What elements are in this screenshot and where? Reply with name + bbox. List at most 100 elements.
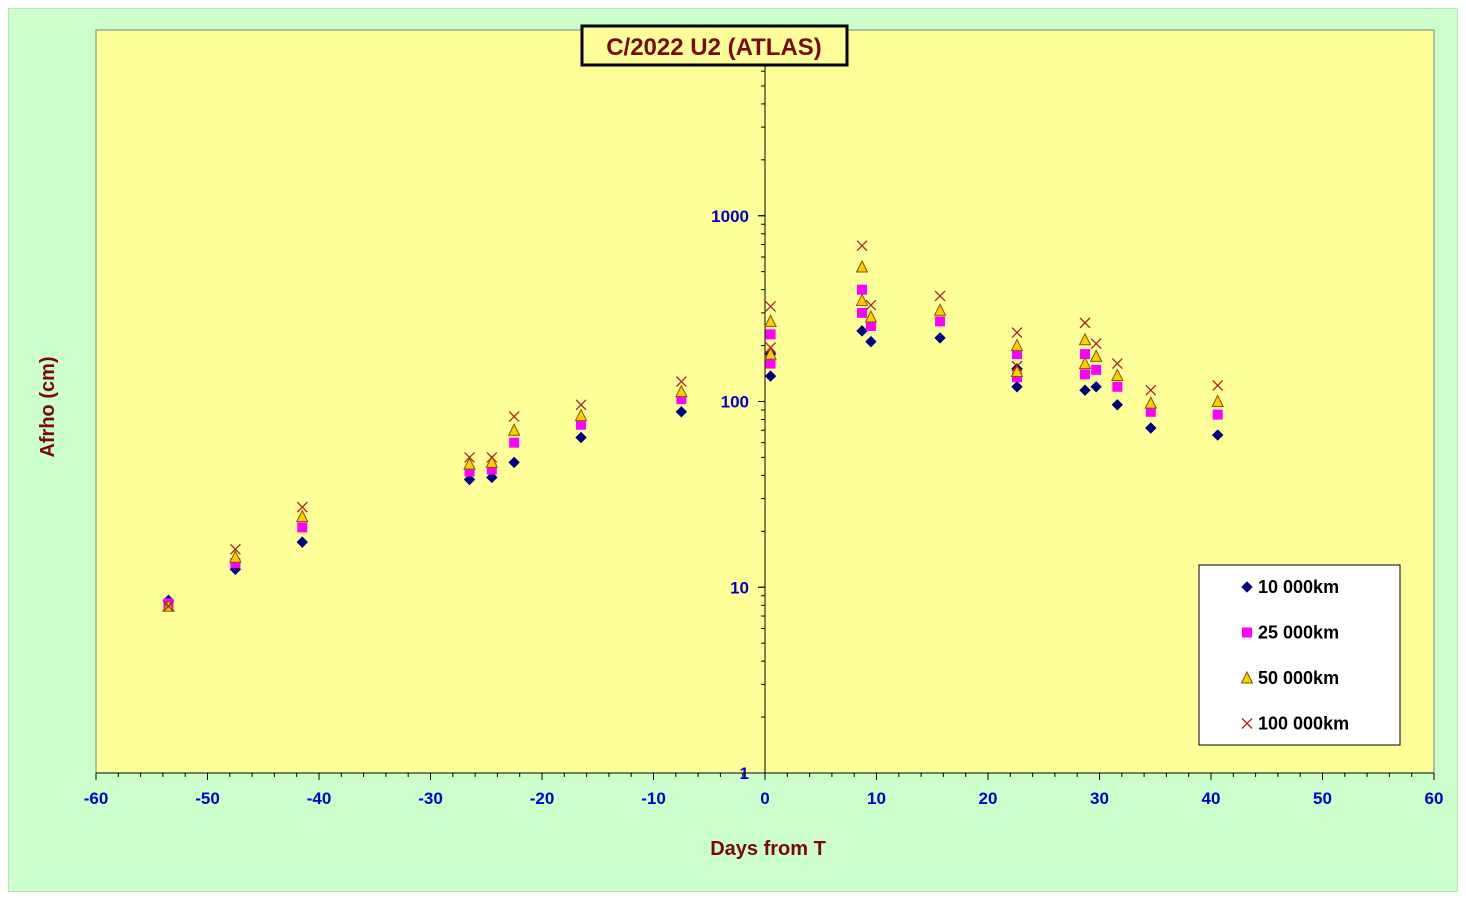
data-point (1089, 349, 1103, 362)
legend-marker (1242, 627, 1252, 638)
data-point (1011, 381, 1023, 393)
y-tick-label: 100 (721, 393, 749, 412)
data-point (575, 431, 587, 444)
data-point (764, 370, 777, 382)
data-point (1090, 338, 1102, 350)
data-point (1091, 364, 1102, 375)
data-point (865, 335, 877, 348)
data-point (1078, 332, 1092, 346)
data-point (1011, 372, 1022, 383)
x-tick-label: 0 (760, 789, 769, 808)
data-point (1078, 356, 1092, 370)
data-point (1112, 381, 1123, 392)
data-point (933, 303, 947, 316)
data-point (764, 346, 777, 360)
data-point (1145, 384, 1157, 396)
data-point (675, 406, 688, 418)
data-point (1111, 399, 1124, 411)
series-2 (163, 284, 1223, 609)
data-point (675, 376, 687, 388)
data-point (1212, 409, 1223, 420)
x-tick-label: 20 (979, 789, 998, 808)
data-point (1080, 349, 1091, 360)
data-point (1010, 364, 1024, 378)
data-point (1011, 349, 1022, 360)
legend-item: 25 000km (1242, 623, 1339, 643)
data-point (1211, 429, 1224, 441)
data-point (296, 501, 308, 513)
data-point (1011, 327, 1023, 339)
legend-item: 50 000km (1240, 668, 1339, 688)
data-point (1211, 394, 1224, 407)
data-point (464, 451, 475, 463)
data-point (486, 451, 498, 463)
data-point (485, 455, 499, 468)
x-axis-title: Days from T (710, 838, 826, 860)
legend-label: 50 000km (1258, 668, 1339, 688)
data-point (508, 411, 520, 422)
chart-title-box: C/2022 U2 (ATLAS) (580, 24, 849, 67)
data-point (865, 299, 877, 311)
x-tick-label: 10 (867, 789, 886, 808)
data-point (1145, 406, 1156, 417)
data-point (297, 522, 308, 533)
x-tick-labels: -60 -50 -40 -30 -20 -10 0 10 20 30 40 50 60 (84, 789, 1444, 808)
data-point (229, 543, 241, 555)
data-point (765, 300, 777, 312)
x-tick-label: -10 (641, 789, 666, 808)
data-point (1144, 396, 1158, 409)
data-point (1111, 368, 1124, 382)
data-point (486, 464, 497, 475)
data-point (856, 325, 868, 337)
y-tick-label: 1000 (711, 207, 749, 226)
data-point (934, 290, 946, 302)
data-point (463, 457, 476, 470)
data-point (486, 471, 498, 484)
data-point (1079, 317, 1091, 329)
data-point (1090, 381, 1102, 393)
data-point (855, 293, 869, 306)
axis-ticks (95, 29, 1435, 780)
data-point (1080, 369, 1091, 380)
data-point (864, 309, 878, 323)
x-tick-label: 30 (1090, 789, 1109, 808)
y-tick-label: 1 (740, 764, 749, 783)
data-point (574, 408, 588, 422)
legend-item: 10 000km (1241, 577, 1339, 597)
x-tick-label: 60 (1425, 789, 1444, 808)
legend-item: 100 000km (1241, 714, 1349, 734)
legend-marker (1241, 581, 1253, 593)
data-point (765, 358, 776, 369)
data-point (463, 473, 476, 486)
data-point (1145, 422, 1157, 434)
data-points (162, 240, 1224, 612)
data-point (576, 419, 587, 430)
data-point (229, 550, 242, 563)
data-point (1079, 384, 1091, 396)
data-point (934, 332, 946, 344)
data-point (865, 320, 876, 331)
x-tick-label: -60 (84, 789, 109, 808)
data-point (676, 394, 687, 405)
data-point (857, 307, 868, 318)
x-tick-label: -30 (418, 789, 443, 808)
data-point (508, 456, 520, 469)
data-point (857, 284, 868, 295)
x-tick-label: 40 (1202, 789, 1221, 808)
data-point (855, 259, 869, 273)
y-tick-label: 10 (730, 578, 749, 597)
data-point (1212, 379, 1224, 391)
series-3 (162, 259, 1224, 612)
legend-label: 10 000km (1258, 577, 1339, 597)
data-point (575, 399, 587, 411)
data-point (764, 314, 777, 327)
data-point (509, 437, 520, 448)
data-point (464, 466, 475, 477)
data-point (856, 240, 868, 252)
data-point (507, 423, 521, 436)
chart-title: C/2022 U2 (ATLAS) (606, 34, 822, 61)
legend-label: 25 000km (1258, 623, 1339, 643)
data-point (295, 509, 309, 523)
x-tick-label: -20 (530, 789, 555, 808)
